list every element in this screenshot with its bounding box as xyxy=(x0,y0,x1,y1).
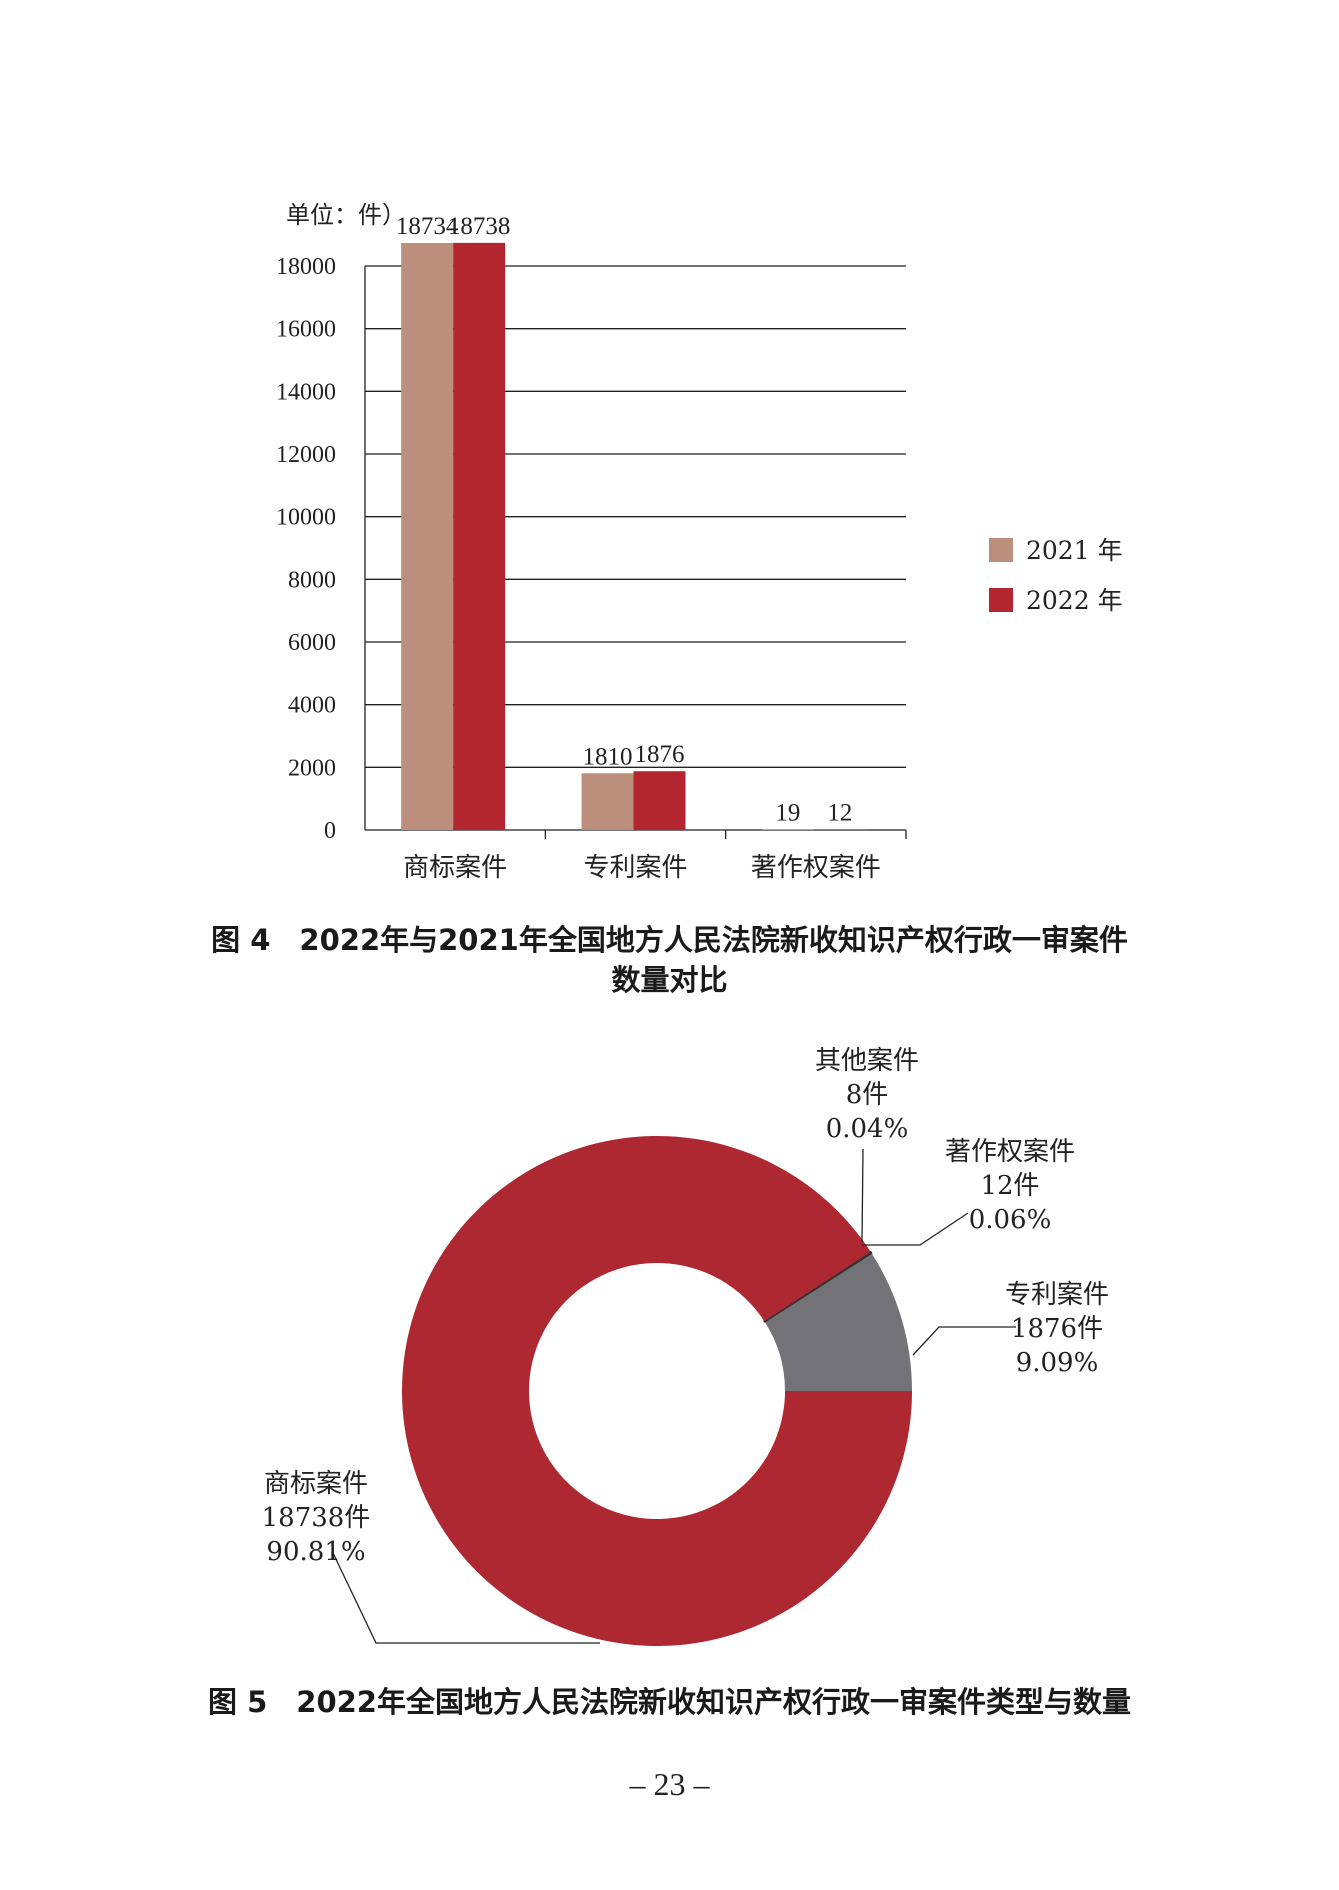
bar xyxy=(633,771,686,830)
donut-slice xyxy=(763,1250,873,1323)
y-tick-label: 8000 xyxy=(288,567,336,593)
donut-callout-text: 著作权案件 xyxy=(945,1137,1075,1167)
y-tick-label: 12000 xyxy=(276,442,336,468)
x-category-label: 著作权案件 xyxy=(751,853,881,883)
donut-leader-line xyxy=(861,1148,864,1243)
donut-callout-text: 专利案件 xyxy=(1005,1280,1109,1310)
bar xyxy=(401,243,454,830)
y-tick-label: 4000 xyxy=(288,693,336,719)
donut-callout-text: 0.04% xyxy=(826,1114,909,1144)
y-tick-label: 10000 xyxy=(276,505,336,531)
bar xyxy=(761,829,814,830)
donut-leader-line xyxy=(862,1212,969,1246)
unit-label: 单位：件） xyxy=(286,201,406,229)
donut-callout-text: 商标案件 xyxy=(264,1469,368,1499)
y-tick-label: 16000 xyxy=(276,317,336,343)
bar xyxy=(453,242,506,831)
donut-callout-text: 12件 xyxy=(980,1171,1039,1201)
x-category-label: 商标案件 xyxy=(403,853,507,883)
bar-chart: 单位：件） 0 2000 4000 6000 8000 10000 12000 14000 16… xyxy=(276,201,1123,883)
donut-callout-text: 0.06% xyxy=(969,1205,1052,1235)
donut-callout-text: 90.81% xyxy=(266,1537,365,1567)
figure-5-caption: 图 5 2022年全国地方人民法院新收知识产权行政一审案件类型与数量 xyxy=(208,1685,1131,1719)
donut-slice xyxy=(764,1253,912,1391)
y-tick-label: 6000 xyxy=(288,630,336,656)
legend-swatch xyxy=(989,538,1013,562)
donut-callout-text: 其他案件 xyxy=(815,1046,919,1076)
legend-label: 2021 年 xyxy=(1026,536,1123,565)
donut-leader-line xyxy=(912,1326,1016,1356)
bar-value-label: 18734 xyxy=(396,213,459,240)
donut-slice xyxy=(402,1136,912,1647)
figure-4-caption-line2: 数量对比 xyxy=(611,963,728,997)
bar-value-label: 12 xyxy=(827,800,852,827)
figure-4-caption-line1: 图 4 2022年与2021年全国地方人民法院新收知识产权行政一审案件 xyxy=(211,923,1128,957)
bar-value-label: 1810 xyxy=(583,743,633,770)
donut-leader-line xyxy=(332,1552,600,1644)
y-tick-label: 14000 xyxy=(276,379,336,405)
figure-4-caption: 图 4 2022年与2021年全国地方人民法院新收知识产权行政一审案件 数量对比 xyxy=(0,920,1339,1000)
y-tick-label: 0 xyxy=(324,818,336,844)
bar-value-label: 18738 xyxy=(448,213,511,240)
bar xyxy=(581,773,634,830)
donut-callout-text: 8件 xyxy=(846,1080,889,1110)
x-category-label: 专利案件 xyxy=(583,853,687,883)
donut-callout-text: 18738件 xyxy=(262,1503,371,1533)
donut-callout-text: 1876件 xyxy=(1011,1314,1103,1344)
page-number: – 23 – xyxy=(629,1766,710,1802)
y-tick-label: 2000 xyxy=(288,755,336,781)
donut-callout-text: 9.09% xyxy=(1016,1348,1099,1378)
y-tick-label: 18000 xyxy=(276,254,336,280)
bar-value-label: 1876 xyxy=(635,741,685,768)
legend-label: 2022 年 xyxy=(1026,586,1123,615)
legend-swatch xyxy=(989,588,1013,612)
bar-value-label: 19 xyxy=(775,799,800,826)
